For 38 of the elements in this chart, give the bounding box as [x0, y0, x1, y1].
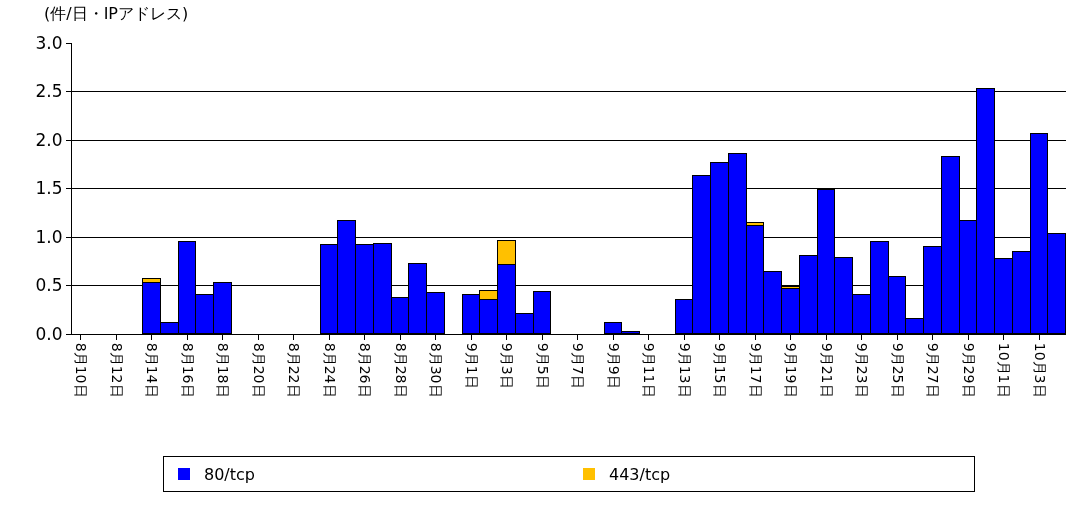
y-tick-label: 2.5: [35, 81, 63, 102]
y-tick-label: 3.0: [35, 32, 63, 53]
x-tick-label: 9月9日: [605, 342, 622, 389]
x-tick-label: 8月30日: [428, 342, 445, 398]
x-tick-label: 9月3日: [499, 342, 516, 389]
x-tick-label: 8月16日: [179, 342, 196, 398]
x-tick-label: 9月15日: [712, 342, 729, 398]
x-tick-label: 9月21日: [818, 342, 835, 398]
x-tick-label: 8月28日: [392, 342, 409, 398]
x-tick-label: 9月5日: [534, 342, 551, 389]
x-tick-label: 9月27日: [925, 342, 942, 398]
x-tick-label: 8月12日: [108, 342, 125, 398]
x-tick-label: 9月25日: [889, 342, 906, 398]
x-tick-label: 9月7日: [570, 342, 587, 389]
y-tick-label: 2.0: [35, 129, 63, 150]
x-tick-label: 8月22日: [286, 342, 303, 398]
x-tick-label: 9月13日: [676, 342, 693, 398]
y-tick-label: 0.0: [35, 323, 63, 344]
y-tick-label: 1.0: [35, 226, 63, 247]
x-tick-label: 9月17日: [747, 342, 764, 398]
legend-label: 443/tcp: [609, 465, 671, 485]
y-tick-label: 1.5: [35, 178, 63, 199]
y-tick-label: 0.5: [35, 275, 63, 296]
x-tick-label: 9月19日: [783, 342, 800, 398]
x-tick-label: 10月1日: [996, 342, 1013, 398]
x-tick-label: 8月10日: [73, 342, 90, 398]
x-tick-label: 8月14日: [144, 342, 161, 398]
x-tick-label: 8月18日: [215, 342, 232, 398]
x-tick-label: 9月23日: [854, 342, 871, 398]
y-axis-title: (件/日・IPアドレス): [44, 4, 189, 23]
x-tick-label: 8月24日: [321, 342, 338, 398]
legend-label: 80/tcp: [204, 465, 255, 485]
x-tick-label: 8月20日: [250, 342, 267, 398]
x-tick-label: 9月29日: [960, 342, 977, 398]
x-tick-label: 9月11日: [641, 342, 658, 398]
x-tick-label: 8月26日: [357, 342, 374, 398]
x-tick-label: 10月3日: [1031, 342, 1048, 398]
x-tick-label: 9月1日: [463, 342, 480, 389]
